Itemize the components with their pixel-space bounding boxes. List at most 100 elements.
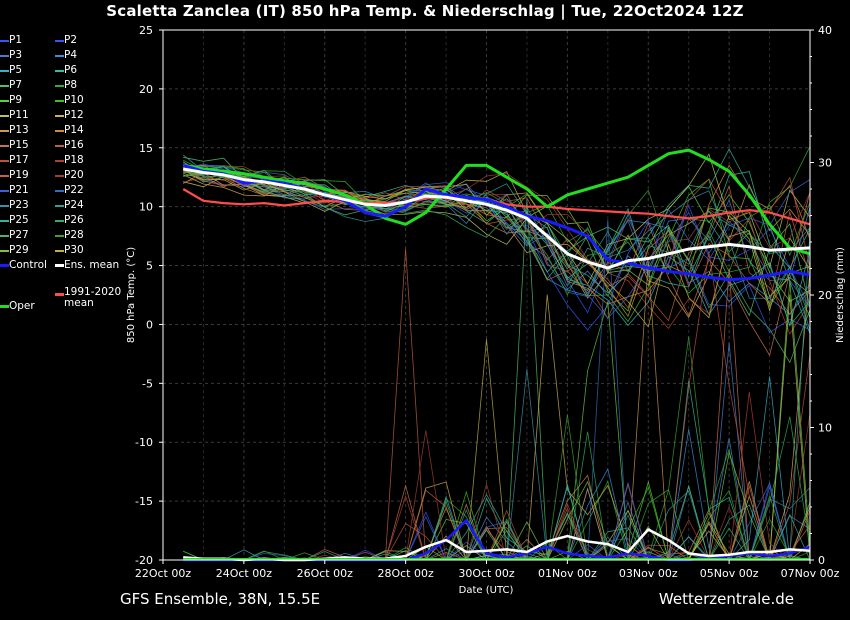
legend-swatch [55,205,64,207]
legend-label: P21 [9,184,29,196]
legend-swatch [0,100,9,102]
legend-label: P15 [9,139,29,151]
x-tick-label: 22Oct 00z [135,567,192,580]
legend-swatch [0,70,9,72]
member-temp-line-P21 [183,163,811,319]
y-tick-label: 5 [146,260,153,273]
legend-label: P12 [64,109,84,121]
legend-label: P23 [9,199,29,211]
legend-label: Oper [9,300,35,312]
x-tick-label: 30Oct 00z [458,567,515,580]
y-tick-label: -5 [142,377,153,390]
legend-swatch [55,145,64,147]
legend-swatch [0,160,9,162]
x-tick-label: 28Oct 00z [377,567,434,580]
grid [162,29,811,561]
y-tick-label: -15 [135,495,153,508]
legend-label: P24 [64,199,84,211]
legend-label: P6 [64,64,78,76]
y-tick-label: 25 [139,24,153,37]
ens-mean-temp-line [182,167,811,270]
member-precip-line-P12 [183,270,811,562]
legend-swatch [55,220,64,222]
y-tick-label: 0 [146,318,153,331]
legend-swatch [55,40,64,42]
legend-label: P18 [64,154,84,166]
legend-swatch [0,40,9,42]
legend-swatch [0,250,9,252]
y-axis-label: 850 hPa Temp. (°C) [126,247,137,343]
member-precip-line-P23 [183,369,811,561]
chart-title: Scaletta Zanclea (IT) 850 hPa Temp. & Ni… [106,2,744,20]
legend-label: P14 [64,124,84,136]
member-precip-line-P13 [183,261,811,561]
member-temp-line-P15 [183,171,811,357]
x-axis-label: Date (UTC) [459,585,514,596]
y2-tick-label: 0 [818,554,825,567]
member-temp-line-P27 [182,169,811,364]
x-tick-label: 07Nov 00z [781,567,840,580]
legend-label: P22 [64,184,84,196]
legend-swatch [55,85,64,87]
member-temp-line-P8 [183,146,811,294]
site-credit: Wetterzentrale.de [658,590,794,608]
legend-label: P1 [9,34,23,46]
y2-tick-label: 30 [818,157,832,170]
y2-tick-label: 20 [818,289,832,302]
x-tick-label: 01Nov 00z [538,567,597,580]
legend-swatch [55,130,64,132]
legend-swatch [0,130,9,132]
legend-swatch [0,190,9,192]
legend-label: P3 [9,49,23,61]
legend-swatch [55,70,64,72]
legend-swatch [0,145,9,147]
legend-swatch [55,100,64,102]
member-temp-line-P20 [182,161,811,266]
legend-swatch [0,220,9,222]
legend-label: P5 [9,64,23,76]
legend-swatch [55,235,64,237]
legend-label: P25 [9,214,29,226]
y-tick-label: 15 [139,142,153,155]
legend-swatch [0,205,9,207]
legend-label: P8 [64,79,78,91]
legend-swatch [0,264,9,267]
legend: P1 P2 P3 P4 P5 P6 P7 P8 P9 P10 P11 P12 P13 P14 P15 P16 P… [0,33,140,323]
legend-label: P4 [64,49,78,61]
legend-label: 1991-2020 mean [64,286,122,309]
legend-swatch [0,305,9,308]
x-tick-label: 05Nov 00z [700,567,759,580]
y-tick-label: 20 [139,83,153,96]
x-tick-label: 26Oct 00z [297,567,354,580]
legend-label: P10 [64,94,84,106]
legend-swatch [55,115,64,117]
y-tick-label: 10 [139,201,153,214]
legend-label: P27 [9,229,29,241]
legend-label: P28 [64,229,84,241]
legend-swatch [0,85,9,87]
oper-temp-line [182,148,811,256]
axes: 25 20 15 10 5 0 -5 -10 -15 -20 40 30 20 10 0 22Oct 00z 2… [135,24,840,580]
legend-swatch [0,175,9,177]
legend-swatch [55,55,64,57]
legend-swatch [0,235,9,237]
legend-swatch [55,293,64,296]
legend-label: P11 [9,109,29,121]
y2-axis-label: Niederschlag (mm) [835,247,846,343]
x-tick-label: 03Nov 00z [619,567,678,580]
y-tick-label: -20 [135,554,153,567]
legend-label: P17 [9,154,29,166]
legend-swatch [0,115,9,117]
legend-label: P9 [9,94,23,106]
member-temp-line-P28 [183,169,811,296]
control-temp-line [182,163,811,282]
legend-label: P2 [64,34,78,46]
y2-tick-label: 10 [818,422,832,435]
model-info: GFS Ensemble, 38N, 15.5E [120,590,321,608]
legend-label: Ens. mean [64,259,120,271]
legend-swatch [0,55,9,57]
legend-label: Control [9,259,47,271]
x-tick-label: 24Oct 00z [216,567,273,580]
legend-label: P16 [64,139,84,151]
